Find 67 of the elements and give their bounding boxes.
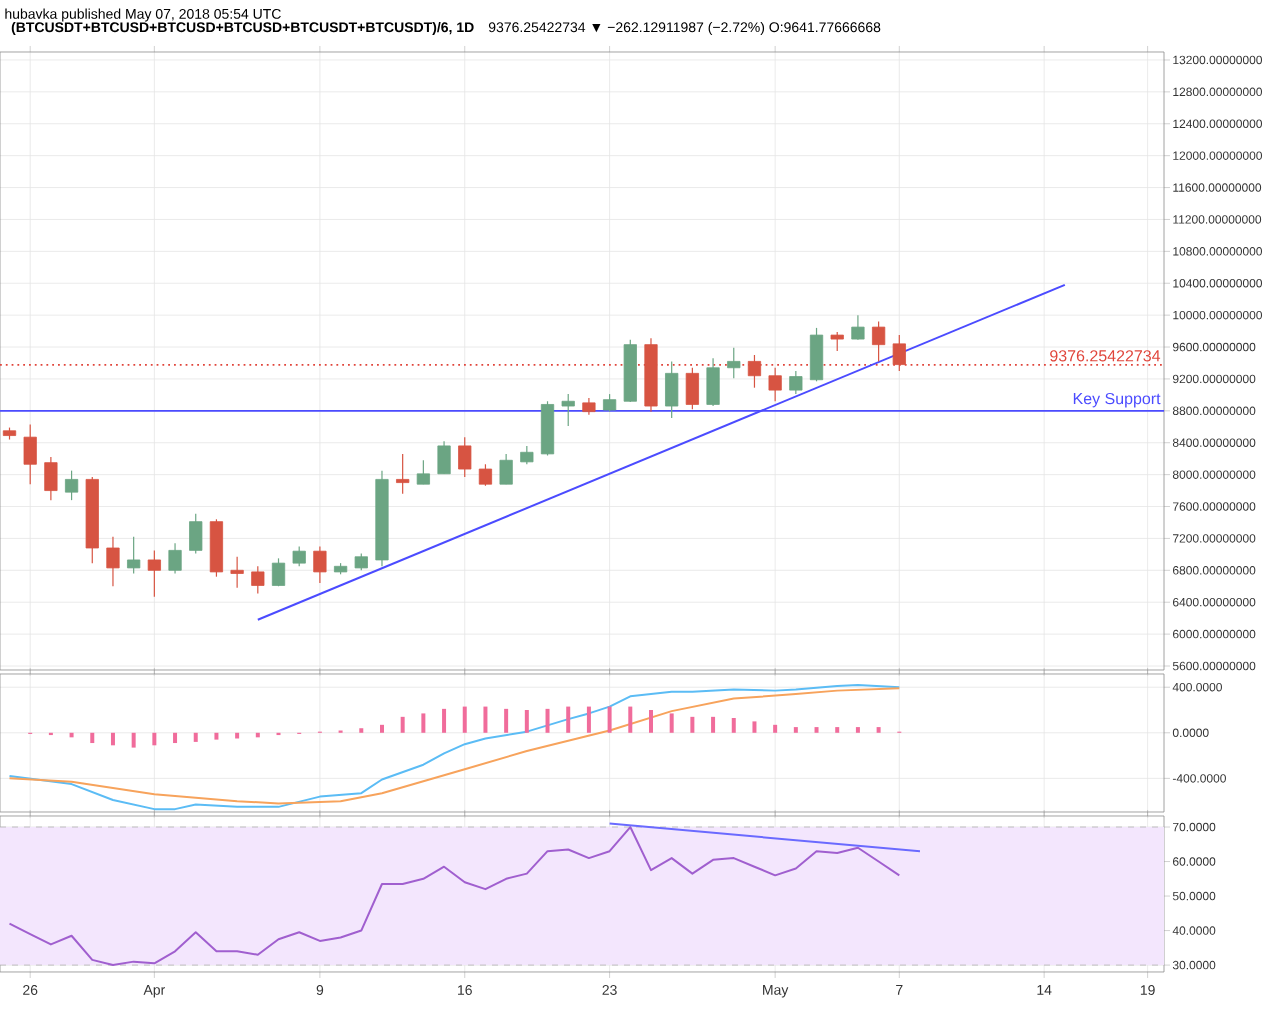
candlestick — [665, 360, 679, 419]
bar — [483, 706, 488, 733]
candlestick — [747, 354, 762, 389]
candlestick — [892, 334, 906, 372]
candlestick — [292, 545, 306, 567]
bar — [566, 706, 571, 733]
bar — [731, 717, 736, 733]
bar — [504, 708, 509, 733]
candlestick — [106, 536, 120, 587]
bar — [90, 732, 95, 744]
bar — [607, 706, 612, 733]
candlestick — [809, 327, 824, 382]
candlestick — [561, 393, 575, 427]
bar — [462, 706, 467, 733]
candlestick — [789, 370, 803, 395]
bar — [648, 710, 653, 733]
bar — [690, 716, 695, 733]
bar — [814, 727, 819, 733]
candlestick — [685, 367, 699, 410]
bar — [379, 724, 384, 733]
bar — [214, 732, 219, 740]
bar — [193, 732, 198, 742]
candlestick — [706, 357, 720, 407]
bar — [524, 710, 529, 733]
bar — [545, 708, 550, 733]
candlestick — [23, 423, 37, 485]
bar — [855, 727, 860, 733]
candlestick — [416, 459, 430, 485]
bar — [628, 706, 633, 733]
candlestick — [168, 542, 182, 575]
candlestick — [189, 513, 203, 555]
candlestick — [520, 445, 534, 465]
bar — [400, 716, 405, 733]
ref-line-label: 9376.25422734 — [1050, 350, 1161, 362]
bar — [131, 732, 136, 748]
bar — [773, 724, 778, 733]
candlestick — [768, 367, 782, 402]
candlestick — [44, 456, 58, 501]
candlestick — [478, 463, 493, 487]
candlestick — [458, 436, 472, 478]
bar — [876, 727, 881, 733]
candlestick — [147, 549, 161, 598]
candlestick — [271, 557, 286, 587]
candlestick — [499, 453, 513, 485]
candlestick — [64, 470, 79, 501]
bar — [835, 727, 840, 733]
candlestick — [727, 347, 741, 379]
candlestick — [872, 320, 886, 362]
bar — [421, 713, 426, 733]
candlestick — [396, 453, 410, 495]
candlestick — [127, 536, 141, 575]
candlestick — [313, 545, 327, 584]
bar — [110, 732, 115, 746]
bar — [442, 708, 447, 733]
bar — [152, 732, 157, 746]
candlestick — [230, 556, 244, 589]
line-series — [8, 826, 901, 967]
candlestick — [437, 440, 451, 475]
ref-line-label: Key Support — [1073, 392, 1161, 408]
candlestick — [830, 331, 844, 352]
bar — [711, 716, 716, 733]
candlestick — [851, 314, 865, 341]
bar — [173, 732, 178, 744]
candlestick — [251, 565, 265, 595]
bar — [793, 727, 798, 733]
bar — [586, 706, 591, 733]
bar — [669, 713, 674, 733]
